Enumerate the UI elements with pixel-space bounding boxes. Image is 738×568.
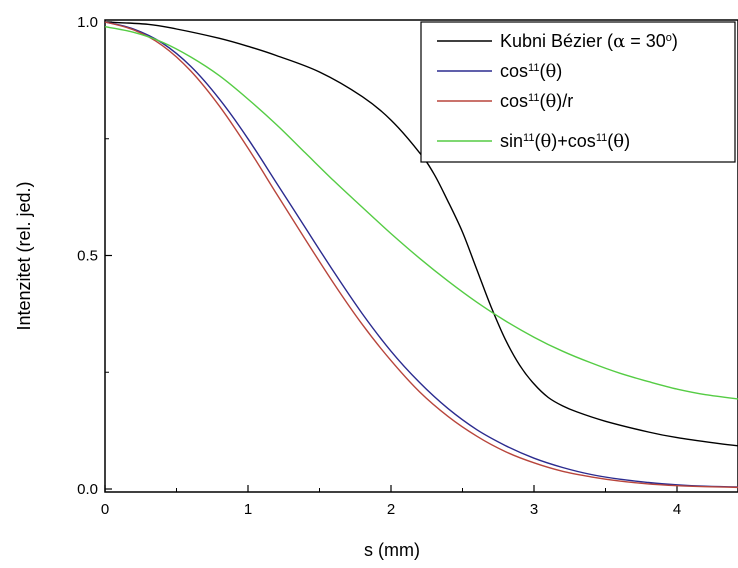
series-line-4 xyxy=(104,26,738,400)
y-axis-label: Intenzitet (rel. jed.) xyxy=(14,181,34,330)
x-tick-label: 3 xyxy=(530,501,538,518)
x-tick-label: 2 xyxy=(387,501,395,518)
series-layer xyxy=(104,21,738,489)
y-tick-label: 0.0 xyxy=(77,481,98,498)
legend-box xyxy=(420,21,736,163)
legend: Kubni Bézier (α = 30o) cos11(θ) cos11(θ)/r… xyxy=(420,21,736,163)
series-line-1 xyxy=(104,21,738,447)
legend-label: cos11(θ) xyxy=(500,61,562,82)
x-axis-label: s (mm) xyxy=(364,540,420,560)
x-tick-label: 0 xyxy=(101,501,109,518)
series-line-2 xyxy=(104,21,738,488)
axis-ticks: 0 1 2 3 4 0.0 0.5 1.0 xyxy=(77,14,681,518)
series-line-3 xyxy=(104,21,738,489)
legend-label: cos11(θ)/r xyxy=(500,91,573,112)
legend-label: sin11(θ)+cos11(θ) xyxy=(500,131,630,152)
legend-label: Kubni Bézier (α = 30o) xyxy=(500,31,678,52)
x-tick-label: 1 xyxy=(244,501,252,518)
x-tick-label: 4 xyxy=(673,501,681,518)
y-tick-label: 0.5 xyxy=(77,248,98,265)
y-tick-label: 1.0 xyxy=(77,14,98,31)
